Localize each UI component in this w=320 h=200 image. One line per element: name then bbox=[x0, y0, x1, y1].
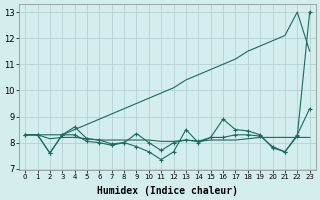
X-axis label: Humidex (Indice chaleur): Humidex (Indice chaleur) bbox=[97, 186, 238, 196]
